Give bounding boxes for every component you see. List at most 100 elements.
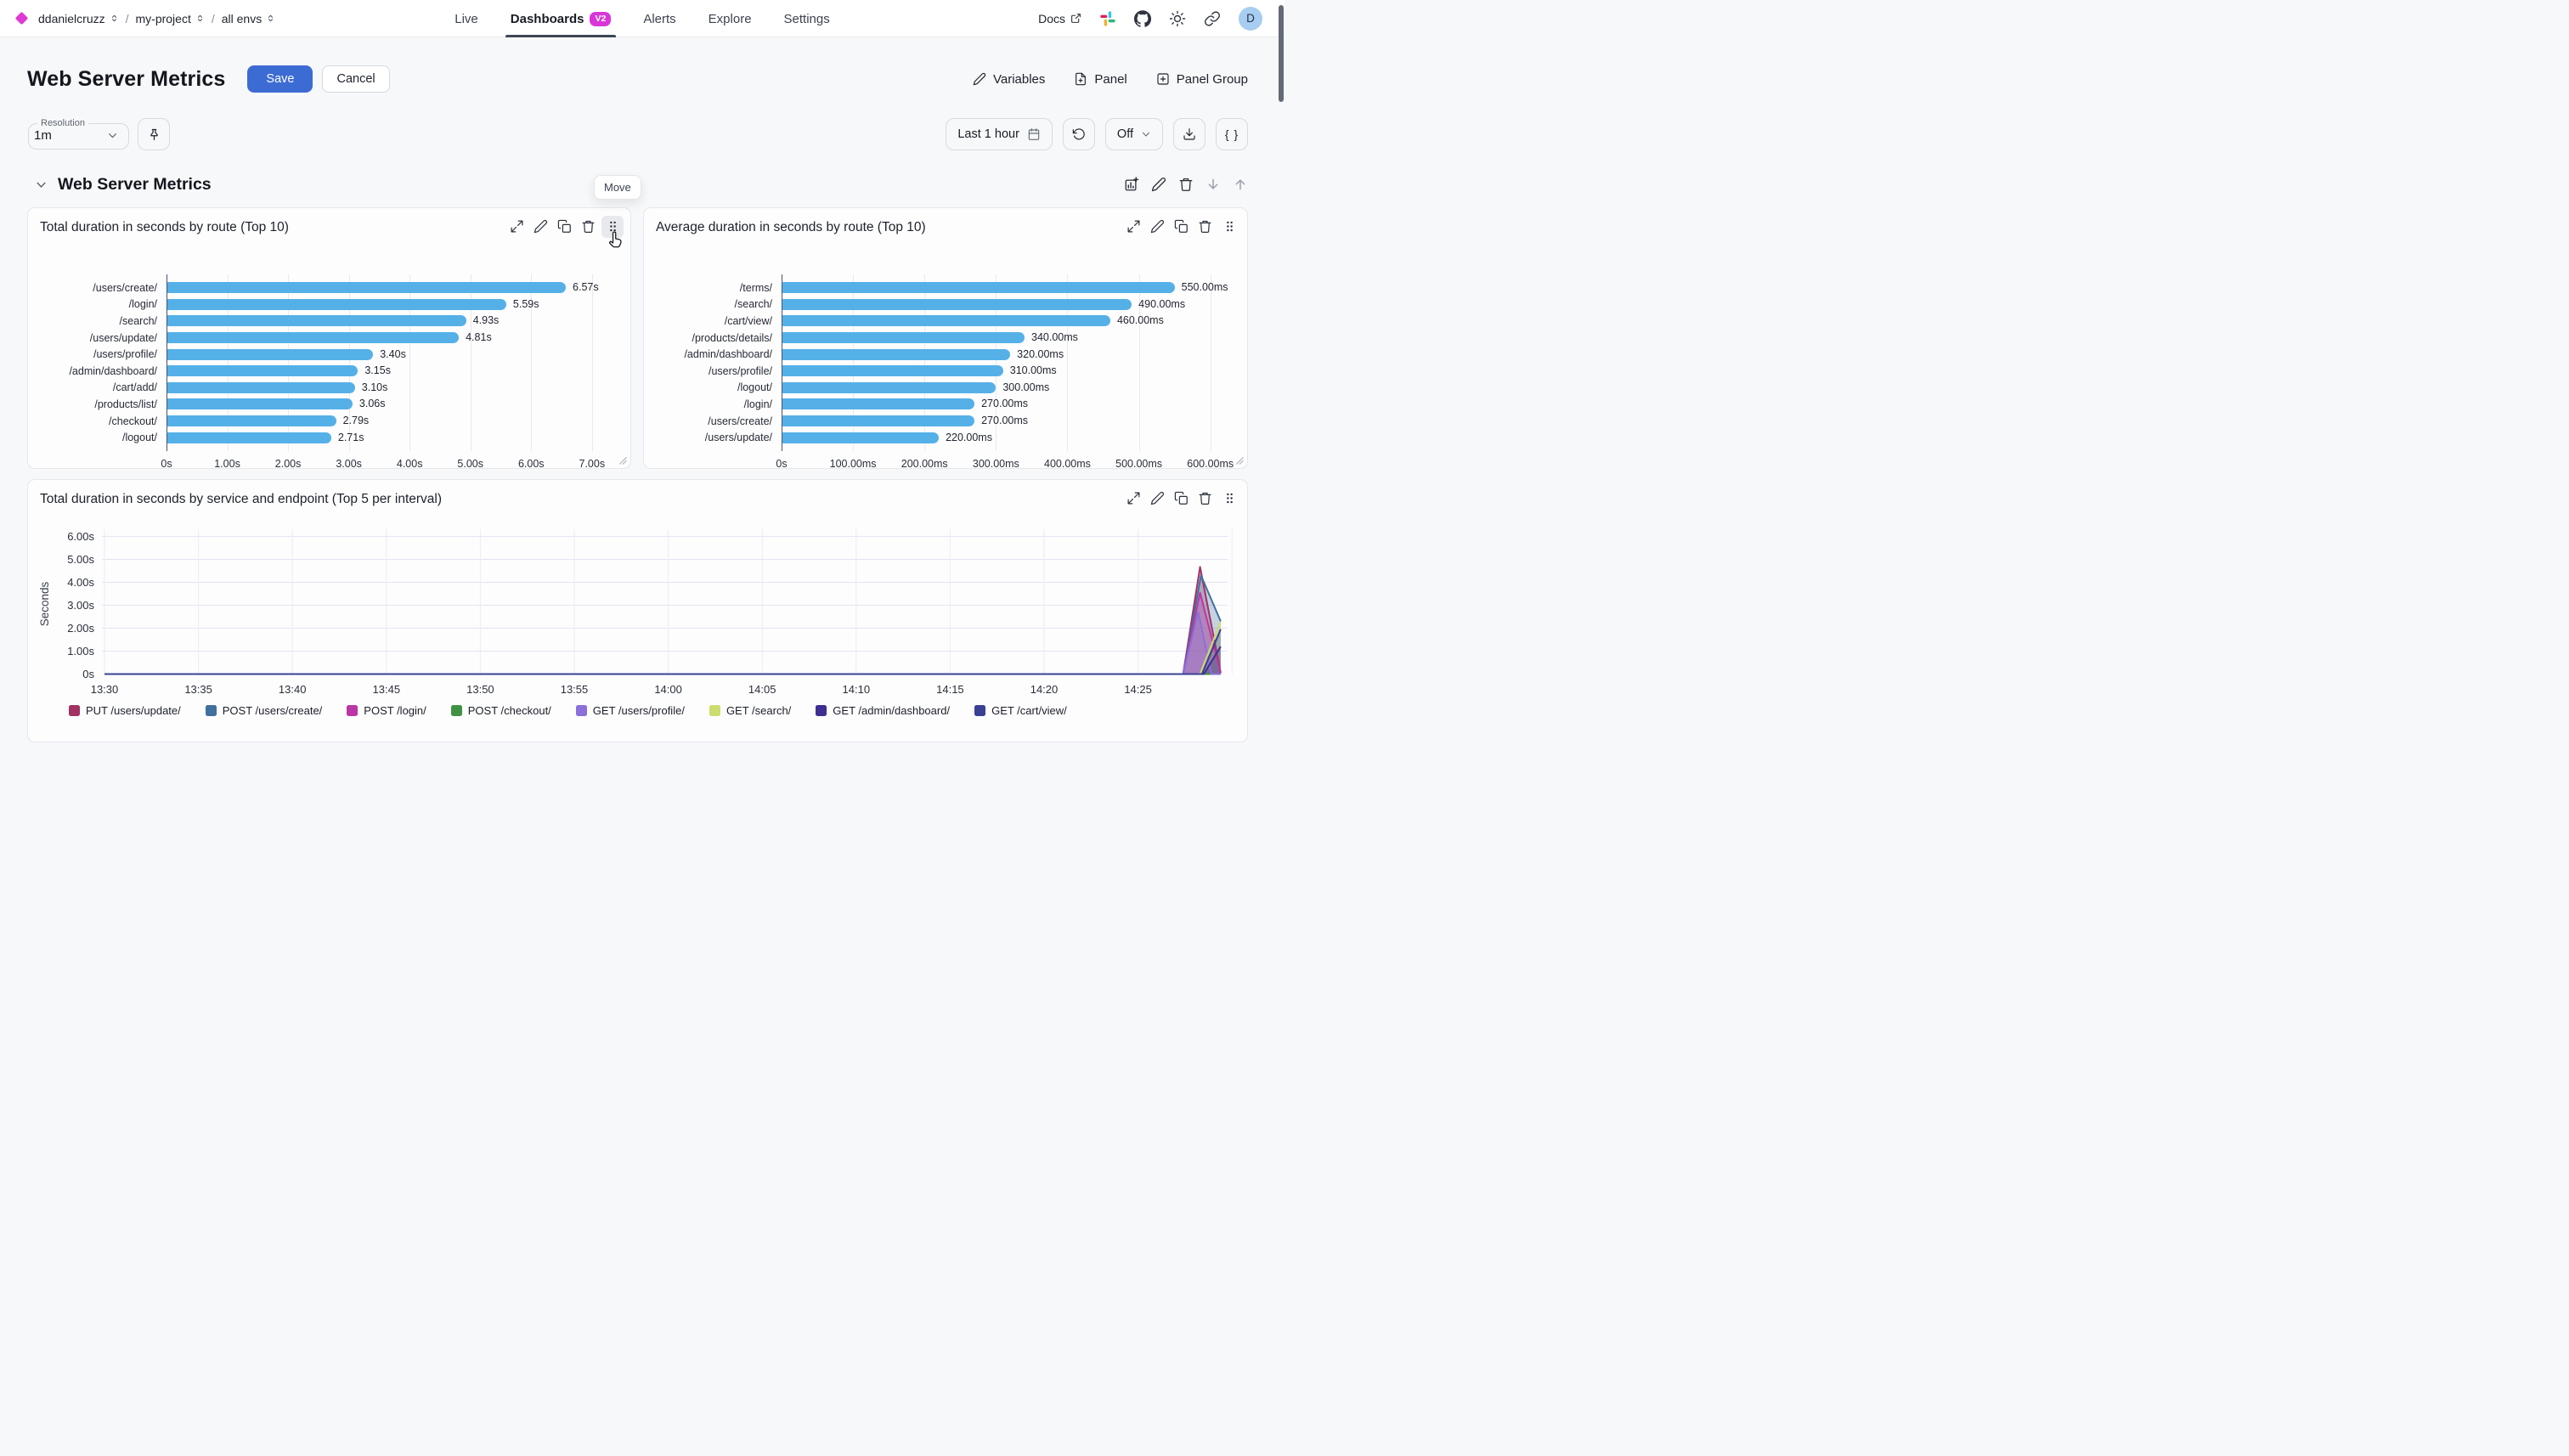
edit-panel-icon[interactable] [534, 219, 548, 234]
edit-panel-icon[interactable] [1150, 219, 1165, 234]
drag-handle[interactable] [1218, 216, 1240, 238]
auto-refresh-select[interactable]: Off [1104, 118, 1163, 150]
svg-text:13:30: 13:30 [91, 683, 119, 696]
legend-item[interactable]: GET /search/ [709, 704, 791, 717]
move-up-icon[interactable] [1233, 177, 1248, 192]
share-link-icon[interactable] [1204, 10, 1221, 27]
panel-title: Total duration in seconds by service and… [40, 492, 443, 506]
slack-icon[interactable] [1099, 10, 1116, 27]
resize-handle-icon[interactable] [1235, 456, 1244, 465]
expand-icon[interactable] [1126, 491, 1141, 505]
x-axis-tick-label: 500.00ms [1115, 458, 1163, 470]
add-chart-icon[interactable] [1124, 177, 1139, 192]
logo-diamond-icon[interactable] [14, 11, 29, 25]
delete-panel-icon[interactable] [1198, 491, 1212, 505]
svg-text:13:35: 13:35 [184, 683, 212, 696]
cancel-button[interactable]: Cancel [322, 65, 390, 93]
drag-dots-icon [606, 219, 620, 234]
duplicate-panel-icon[interactable] [1174, 219, 1189, 234]
calendar-icon [1027, 127, 1041, 141]
tab-settings[interactable]: Settings [783, 11, 830, 26]
breadcrumb-env[interactable]: all envs [222, 12, 275, 25]
tab-dashboards[interactable]: Dashboards V2 [505, 0, 617, 37]
panel-group-actions [1124, 177, 1248, 192]
drag-handle[interactable] [601, 215, 624, 238]
legend-item[interactable]: POST /users/create/ [205, 704, 322, 717]
expand-icon[interactable] [510, 219, 524, 234]
x-axis-ticks: 0s 100.00ms 200.00ms 300.00ms 400.00ms 500.00… [776, 458, 1236, 471]
add-panel-button[interactable]: Panel [1074, 72, 1127, 87]
legend-item[interactable]: POST /checkout/ [450, 704, 551, 717]
legend-swatch [69, 705, 80, 716]
edit-group-icon[interactable] [1151, 177, 1166, 192]
tab-live[interactable]: Live [455, 11, 478, 26]
move-down-icon[interactable] [1205, 177, 1221, 192]
refresh-icon [1072, 127, 1086, 141]
bar: 490.00ms [782, 298, 1185, 310]
delete-group-icon[interactable] [1178, 177, 1194, 192]
legend-item[interactable]: POST /login/ [347, 704, 426, 717]
resolution-label: Resolution [41, 118, 85, 128]
bar-category-label: /cart/add/ [112, 381, 157, 394]
file-plus-icon [1074, 72, 1087, 86]
edit-panel-icon[interactable] [1150, 491, 1165, 505]
bar-value-label: 6.57s [573, 281, 599, 294]
toolbar-right: Last 1 hour Off { } [946, 118, 1248, 150]
v2-badge: V2 [590, 11, 612, 26]
delete-panel-icon[interactable] [1198, 219, 1212, 234]
avatar[interactable]: D [1239, 6, 1262, 31]
duplicate-panel-icon[interactable] [557, 219, 572, 234]
legend-item[interactable]: PUT /users/update/ [69, 704, 181, 717]
delete-panel-icon[interactable] [581, 219, 596, 234]
bar-value-label: 3.06s [359, 398, 386, 410]
resize-handle-icon[interactable] [618, 456, 627, 465]
breadcrumb-org[interactable]: ddanielcruzz [38, 12, 119, 25]
bar-category-label: /search/ [734, 298, 772, 311]
bar-category-label: /checkout/ [109, 415, 157, 427]
collapse-chevron-icon[interactable] [35, 178, 48, 191]
toolbar: Resolution 1m Last 1 hour Off { } [27, 118, 1248, 150]
page-title: Web Server Metrics [27, 66, 226, 91]
breadcrumb-project[interactable]: my-project [136, 12, 205, 25]
x-axis-tick-label: 200.00ms [901, 458, 948, 470]
resolution-select[interactable]: Resolution 1m [28, 118, 129, 150]
bar-category-label: /users/update/ [89, 331, 157, 344]
legend-swatch [974, 705, 986, 716]
legend-item[interactable]: GET /users/profile/ [575, 704, 685, 717]
tab-explore[interactable]: Explore [708, 11, 752, 26]
pin-button[interactable] [138, 118, 170, 150]
docs-link[interactable]: Docs [1038, 12, 1081, 25]
bar: 4.93s [167, 314, 499, 327]
legend-item[interactable]: GET /admin/dashboard/ [816, 704, 950, 717]
add-panel-group-button[interactable]: Panel Group [1156, 72, 1248, 87]
save-button[interactable]: Save [247, 65, 313, 93]
duplicate-panel-icon[interactable] [1174, 491, 1189, 505]
scrollbar-thumb[interactable] [1279, 5, 1284, 102]
bar-value-label: 460.00ms [1116, 314, 1164, 327]
legend-item[interactable]: GET /cart/view/ [974, 704, 1067, 717]
json-view-button[interactable]: { } [1216, 118, 1248, 150]
bar-category-label: /logout/ [121, 432, 157, 444]
braces-icon: { } [1224, 127, 1239, 141]
legend-swatch [709, 705, 720, 716]
expand-icon[interactable] [1126, 219, 1141, 234]
top-nav: ddanielcruzz / my-project / all envs Liv… [0, 0, 1284, 37]
bar-category-label: /admin/dashboard/ [69, 364, 157, 377]
bar-value-label: 3.10s [361, 381, 388, 393]
variables-button[interactable]: Variables [973, 72, 1045, 87]
x-axis-tick-label: 2.00s [274, 458, 302, 470]
tab-alerts[interactable]: Alerts [643, 11, 676, 26]
bar-row: /logout/300.00ms [651, 380, 1236, 397]
legend-swatch [575, 705, 587, 716]
bar-row: /checkout/2.79s [35, 413, 619, 430]
refresh-button[interactable] [1062, 118, 1095, 150]
download-button[interactable] [1173, 118, 1205, 150]
bar-category-label: /users/create/ [708, 415, 772, 427]
svg-text:13:40: 13:40 [279, 683, 307, 696]
svg-text:1.00s: 1.00s [67, 645, 94, 657]
github-icon[interactable] [1134, 9, 1151, 27]
theme-sun-icon[interactable] [1169, 10, 1186, 27]
chart-legend: PUT /users/update/POST /users/create/POS… [69, 704, 1239, 717]
time-range-button[interactable]: Last 1 hour [946, 118, 1053, 150]
drag-handle[interactable] [1218, 488, 1240, 510]
